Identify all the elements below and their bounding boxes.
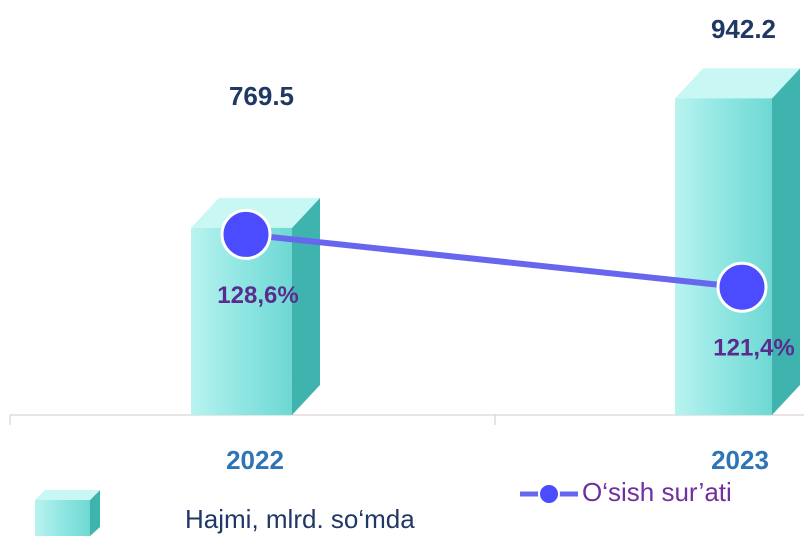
line (245, 231, 743, 291)
line-value-label: 121,4% (713, 335, 794, 362)
legend-label: O‘sish sur’ati (582, 477, 732, 507)
legend-swatch (35, 500, 90, 536)
legend-label: Hajmi, mlrd. so‘mda (185, 504, 415, 534)
legend-swatch-top (35, 490, 100, 500)
bar (675, 98, 772, 415)
bar-side (292, 197, 320, 415)
line-point (716, 261, 768, 313)
line-value-label: 128,6% (217, 282, 298, 309)
line-point (220, 208, 272, 260)
x-tick-label: 2022 (226, 445, 284, 475)
legend-marker (538, 483, 560, 505)
legend-swatch-side (90, 490, 100, 536)
bar-value-label: 942.2 (711, 14, 776, 44)
bar-side (772, 68, 800, 415)
x-tick-label: 2023 (711, 445, 769, 475)
bar-value-label: 769.5 (229, 81, 294, 111)
bar-top (675, 68, 800, 99)
